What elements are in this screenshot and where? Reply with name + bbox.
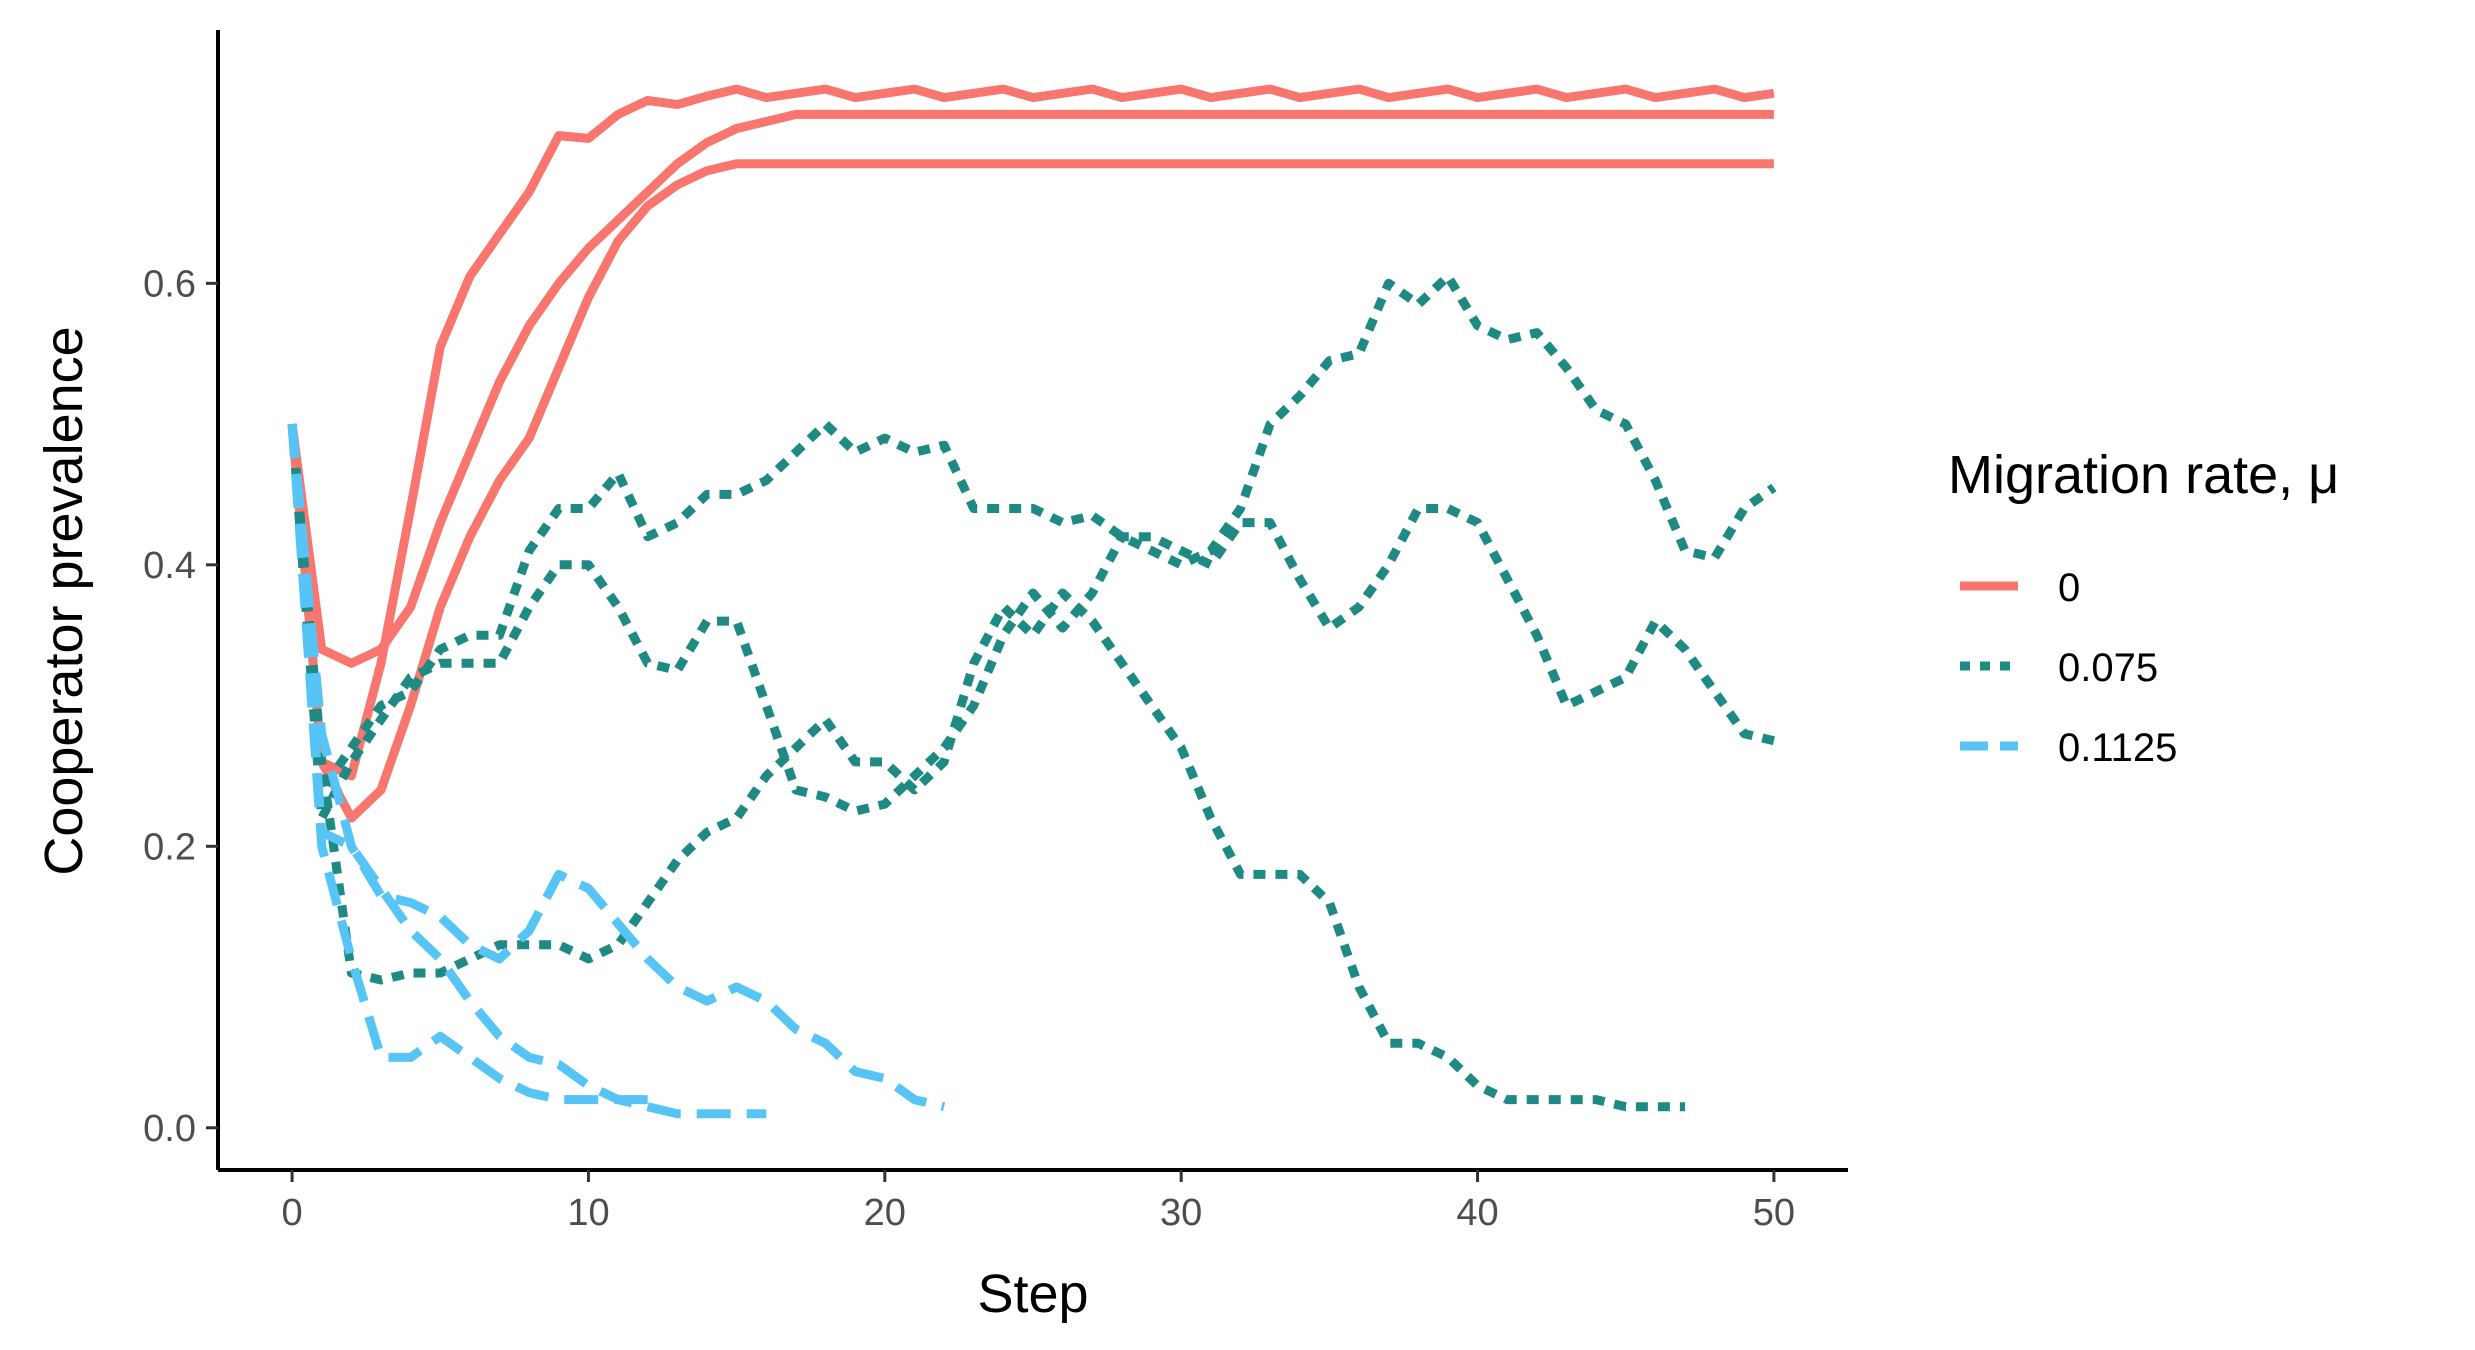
series-line-mu-0_075-run-5 <box>287 423 1685 1112</box>
x-axis-title: Step <box>977 1264 1088 1324</box>
x-tick-label: 40 <box>1456 1192 1498 1234</box>
series-line-mu-0-run-1 <box>287 159 1774 823</box>
x-tick-label: 20 <box>864 1192 906 1234</box>
x-tick-label: 50 <box>1753 1192 1795 1234</box>
y-tick-label: 0.2 <box>143 826 196 868</box>
legend-label: 0 <box>2058 566 2080 610</box>
series-line-mu-0_075-run-3 <box>287 271 1777 795</box>
legend: Migration rate, μ 0 0.075 0.1125 <box>1948 445 2339 770</box>
x-tick-label: 30 <box>1160 1192 1202 1234</box>
legend-label: 0.075 <box>2058 646 2158 690</box>
series-line-mu-0_1125-run-6 <box>287 423 946 1112</box>
series-line-mu-0-run-2 <box>287 84 1775 781</box>
y-tick-label: 0.4 <box>143 545 196 587</box>
series-line-mu-0-run-0 <box>287 109 1774 668</box>
x-tick-label: 0 <box>282 1192 303 1234</box>
axes-layer <box>216 30 1848 1172</box>
legend-label: 0.1125 <box>2058 726 2177 770</box>
legend-entries: 0 0.075 0.1125 <box>1960 566 2177 770</box>
series-line-mu-0_075-run-4 <box>287 423 1775 823</box>
series-line-mu-0_1125-run-8 <box>287 423 648 1105</box>
y-axis-title: Cooperator prevalence <box>34 326 94 875</box>
legend-title: Migration rate, μ <box>1948 445 2339 505</box>
y-tick-label: 0.6 <box>143 263 196 305</box>
y-tick-label: 0.0 <box>143 1108 196 1150</box>
series-line-mu-0_1125-run-7 <box>287 423 767 1119</box>
series-layer <box>287 84 1777 1119</box>
ticks-layer: 0 10 20 30 40 50 0.0 0.2 0.4 0.6 <box>143 263 1795 1234</box>
x-tick-label: 10 <box>567 1192 609 1234</box>
